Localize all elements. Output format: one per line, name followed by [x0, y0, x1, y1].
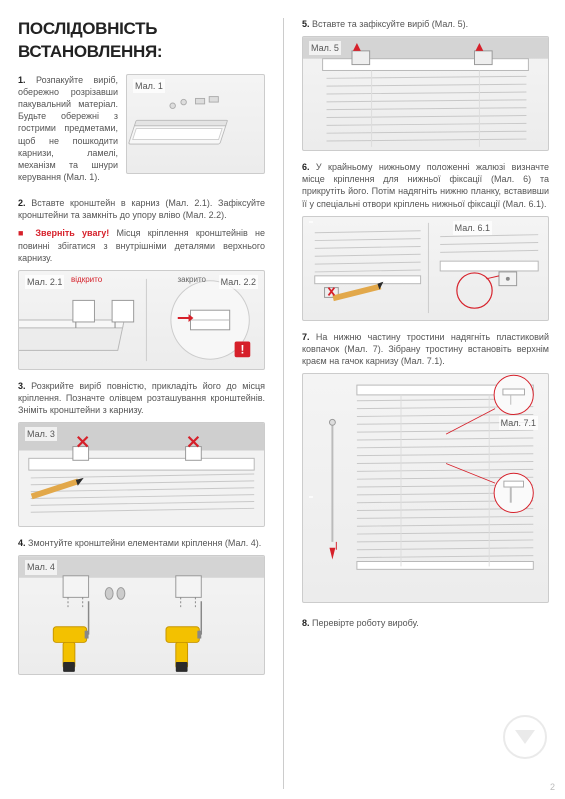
step-5-text: 5. Вставте та зафіксуйте виріб (Мал. 5).: [302, 18, 549, 30]
step-3-text: 3. Розкрийте виріб повністю, прикладіть …: [18, 380, 265, 416]
svg-text:!: !: [240, 343, 244, 356]
illustration-1: Мал. 1: [126, 74, 265, 174]
page-title: ПОСЛІДОВНІСТЬ ВСТАНОВЛЕННЯ:: [18, 18, 265, 64]
step-7-text: 7. На нижню частину тростини надягніть п…: [302, 331, 549, 367]
fig-label-5: Мал. 5: [309, 41, 341, 55]
closed-label: закрито: [177, 275, 206, 286]
step-2-warning: ■ Зверніть увагу! Місця кріплення кроншт…: [18, 227, 265, 263]
step-8-text: 8. Перевірте роботу виробу.: [302, 617, 549, 629]
fig-label-3: Мал. 3: [25, 427, 57, 441]
fig-label-4: Мал. 4: [25, 560, 57, 574]
illustration-5: Мал. 5: [302, 36, 549, 151]
fig-label-2-1: Мал. 2.1: [25, 275, 64, 289]
fig-label-7: [309, 496, 313, 498]
fig-label-1: Мал. 1: [133, 79, 165, 93]
illustration-6: Мал. 6.1: [302, 216, 549, 321]
fig-label-7-1: Мал. 7.1: [499, 416, 538, 430]
right-column: 5. Вставте та зафіксуйте виріб (Мал. 5).…: [302, 18, 549, 789]
illustration-4: Мал. 4: [18, 555, 265, 675]
step-4-text: 4. Змонтуйте кронштейни елементами кріпл…: [18, 537, 265, 549]
watermark-icon: [503, 715, 547, 759]
step-6-text: 6. У крайньому нижньому положенні жалюзі…: [302, 161, 549, 210]
step-1-text: 1. Розпакуйте виріб, обережно розрізавши…: [18, 74, 118, 183]
fig-label-6: [309, 221, 313, 223]
left-column: ПОСЛІДОВНІСТЬ ВСТАНОВЛЕННЯ: 1. Розпакуйт…: [18, 18, 265, 789]
page: ПОСЛІДОВНІСТЬ ВСТАНОВЛЕННЯ: 1. Розпакуйт…: [0, 0, 565, 799]
illustration-2: Мал. 2.1 відкрито закрито Мал. 2.2: [18, 270, 265, 370]
fig-label-6-1: Мал. 6.1: [453, 221, 492, 235]
illustration-7: Мал. 7.1: [302, 373, 549, 603]
fig-label-2-2: Мал. 2.2: [219, 275, 258, 289]
step-2-text: 2. Вставте кронштейн в карниз (Мал. 2.1)…: [18, 197, 265, 221]
open-label: відкрито: [71, 275, 102, 286]
illustration-3: Мал. 3: [18, 422, 265, 527]
page-number: 2: [550, 781, 555, 793]
step-1: 1. Розпакуйте виріб, обережно розрізавши…: [18, 74, 265, 189]
column-divider: [283, 18, 284, 789]
